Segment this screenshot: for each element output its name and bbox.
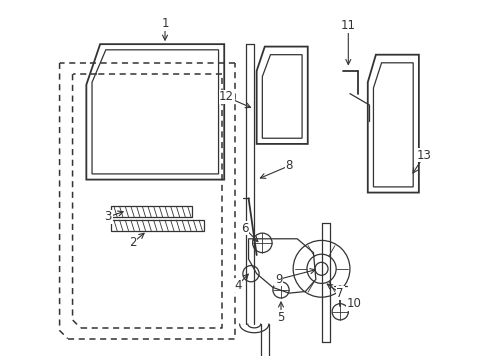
Text: 3: 3 (104, 210, 112, 224)
Text: 5: 5 (277, 311, 284, 324)
Text: 10: 10 (346, 297, 361, 310)
Bar (110, 220, 203, 231)
Text: 8: 8 (285, 159, 292, 172)
Text: 11: 11 (340, 19, 355, 32)
Text: 2: 2 (128, 237, 136, 249)
Text: 7: 7 (336, 287, 343, 300)
Bar (110, 206, 191, 217)
Text: 13: 13 (416, 149, 431, 162)
Text: 9: 9 (274, 273, 282, 286)
Text: 6: 6 (240, 222, 248, 235)
Text: 4: 4 (234, 279, 241, 292)
Text: 1: 1 (161, 17, 168, 30)
Text: 12: 12 (219, 90, 234, 103)
